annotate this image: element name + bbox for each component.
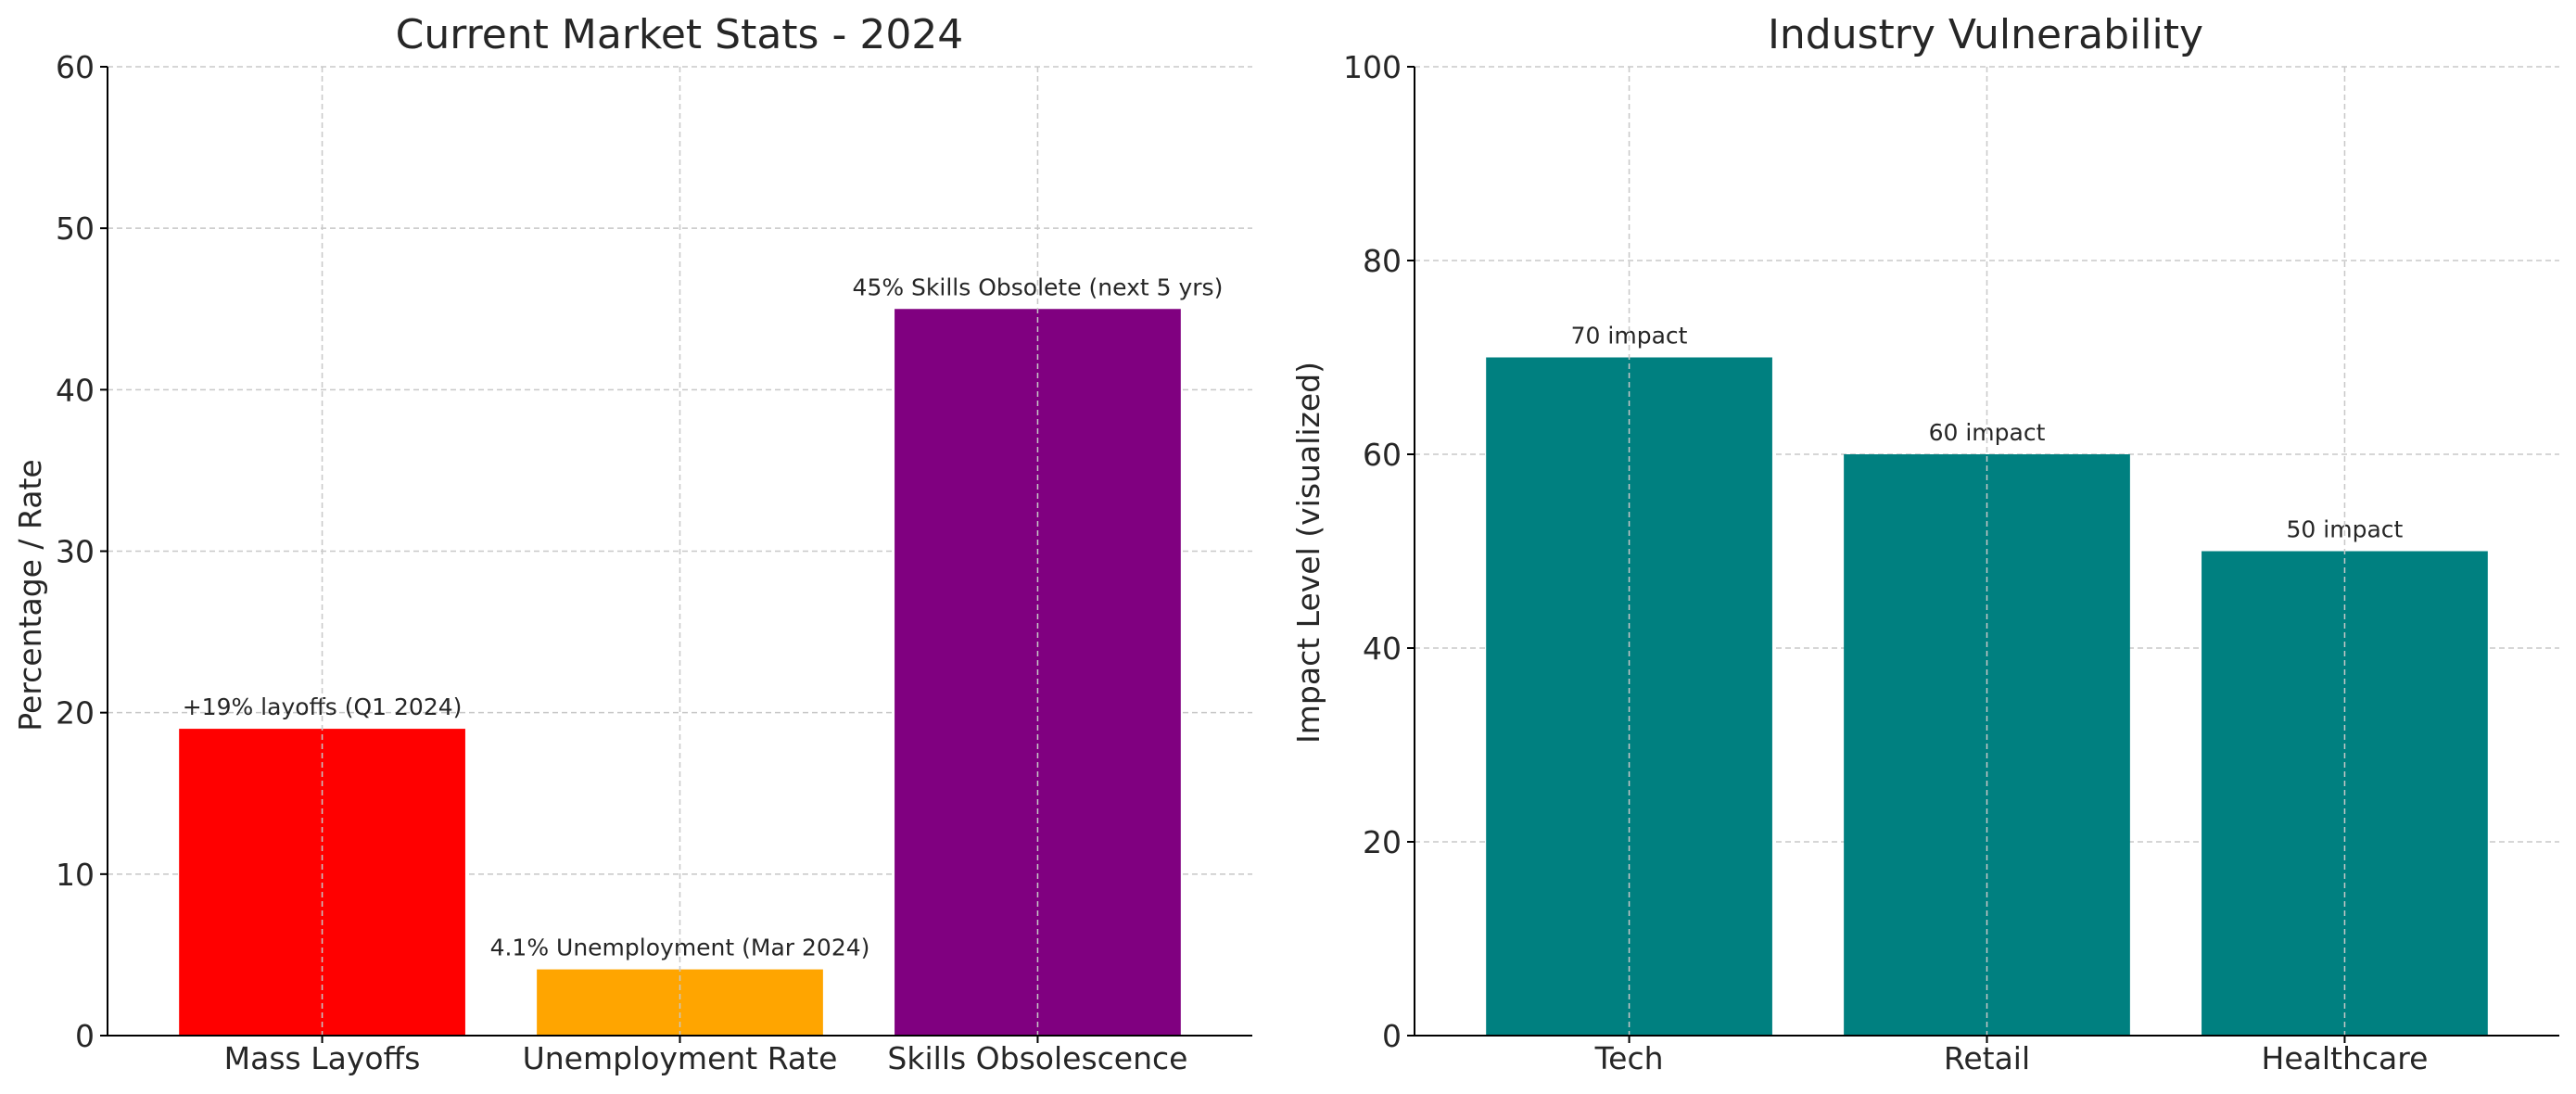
x-tick-label: Healthcare <box>2262 1040 2429 1076</box>
y-tick-label: 60 <box>1363 437 1402 473</box>
y-axis-label: Percentage / Rate <box>12 459 48 731</box>
chart-title: Current Market Stats - 2024 <box>396 11 964 58</box>
industry-vulnerability-chart: Industry Vulnerability Impact Level (vis… <box>1290 11 2559 1076</box>
x-tick-labels: Mass Layoffs Unemployment Rate Skills Obso… <box>224 1036 1187 1076</box>
y-tick-label: 20 <box>1363 824 1402 860</box>
vertical-grid-lines <box>1628 67 2346 1036</box>
y-tick-label: 30 <box>56 534 95 570</box>
chart-title: Industry Vulnerability <box>1768 11 2203 58</box>
bar-mass-layoffs <box>179 729 465 1036</box>
y-tick-labels: 0 10 20 30 40 50 60 <box>56 49 108 1054</box>
y-tick-label: 10 <box>56 857 95 893</box>
y-tick-label: 40 <box>1363 630 1402 667</box>
vertical-grid-lines <box>321 67 1039 1036</box>
x-tick-label: Mass Layoffs <box>224 1040 421 1076</box>
x-tick-label: Unemployment Rate <box>523 1040 838 1076</box>
data-label: 50 impact <box>2287 516 2404 543</box>
x-tick-label: Skills Obsolescence <box>887 1040 1187 1076</box>
y-tick-label: 0 <box>75 1018 95 1054</box>
y-tick-label: 0 <box>1382 1018 1402 1054</box>
market-stats-chart: Current Market Stats - 2024 Percentage /… <box>12 11 1252 1076</box>
y-tick-label: 20 <box>56 695 95 731</box>
y-tick-labels: 0 20 40 60 80 100 <box>1343 49 1415 1054</box>
x-tick-labels: Tech Retail Healthcare <box>1594 1036 2429 1076</box>
x-tick-label: Tech <box>1594 1040 1664 1076</box>
y-tick-label: 50 <box>56 210 95 247</box>
y-tick-label: 100 <box>1343 49 1402 85</box>
y-axis-label: Impact Level (visualized) <box>1290 362 1326 744</box>
bars <box>1486 357 2488 1036</box>
y-tick-label: 40 <box>56 372 95 408</box>
data-label: 45% Skills Obsolete (next 5 yrs) <box>853 274 1224 300</box>
y-tick-label: 80 <box>1363 243 1402 279</box>
x-tick-label: Retail <box>1944 1040 2030 1076</box>
y-tick-label: 60 <box>56 49 95 85</box>
